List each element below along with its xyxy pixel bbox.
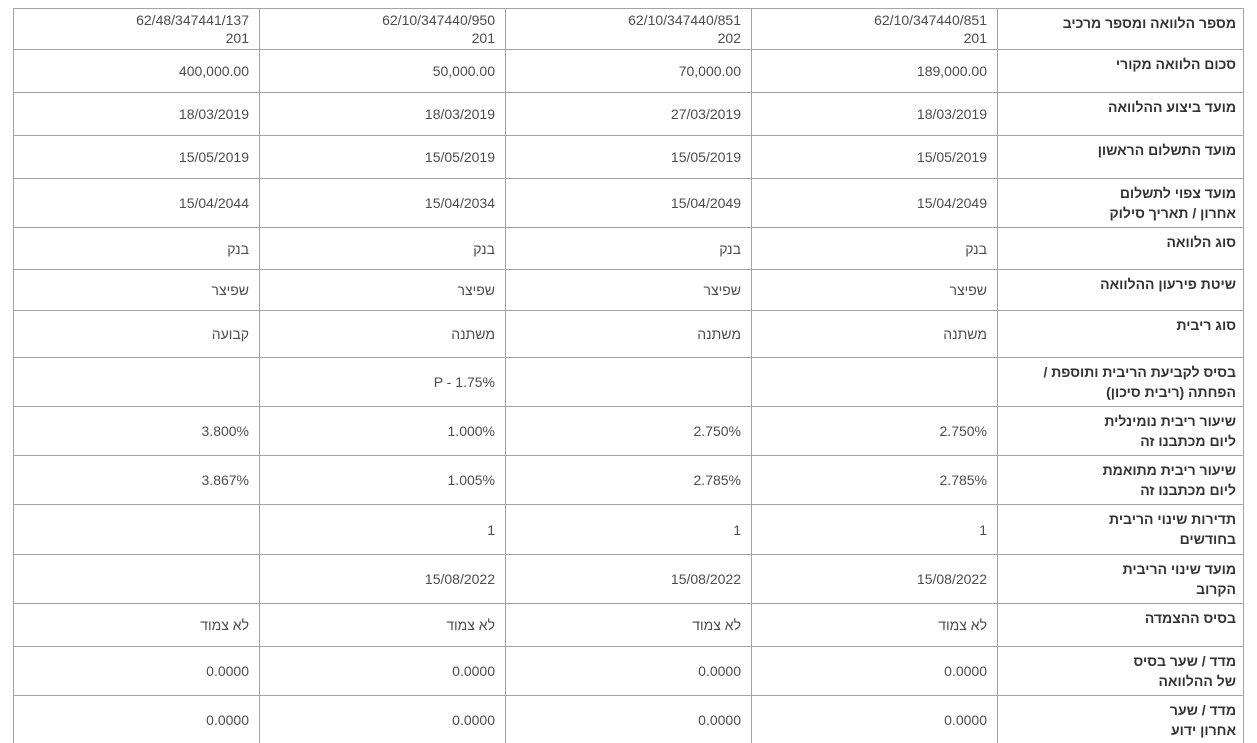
cell-interest-basis-and-margin — [751, 357, 998, 407]
cell-loan-and-component-number: 62/10/347440/950 201 — [259, 8, 506, 50]
cell-repayment-method: שפיצר — [751, 269, 998, 311]
cell-nominal-interest-rate: 1.000% — [259, 406, 506, 456]
cell-loan-type: בנק — [505, 227, 752, 270]
loan-details-table: מספר הלוואה ומספר מרכיב 62/10/347440/851… — [13, 8, 1244, 743]
cell-adjusted-interest-rate: 1.005% — [259, 455, 506, 505]
cell-interest-type: משתנה — [259, 310, 506, 358]
cell-interest-change-frequency-months: 1 — [259, 504, 506, 555]
cell-interest-basis-and-margin — [13, 357, 260, 407]
row-label-last-known-index-rate: מדד / שער אחרון ידוע — [997, 695, 1244, 743]
row-label-linkage-basis: בסיס ההצמדה — [997, 603, 1244, 647]
cell-repayment-method: שפיצר — [505, 269, 752, 311]
table-row: מועד צפוי לתשלום אחרון / תאריך סילוק 15/… — [13, 178, 1244, 228]
cell-last-known-index-rate: 0.0000 — [13, 695, 260, 743]
cell-linkage-basis: לא צמוד — [505, 603, 752, 647]
table-row: תדירות שינוי הריבית בחודשים 1 1 1 — [13, 504, 1244, 555]
cell-loan-execution-date: 27/03/2019 — [505, 92, 752, 136]
cell-linkage-basis: לא צמוד — [751, 603, 998, 647]
cell-loan-base-index-rate: 0.0000 — [505, 646, 752, 696]
row-label-interest-type: סוג ריבית — [997, 310, 1244, 358]
table-row: מדד / שער בסיס של ההלוואה 0.0000 0.0000 … — [13, 646, 1244, 696]
cell-loan-and-component-number: 62/10/347440/851 201 — [751, 8, 998, 50]
cell-next-interest-change-date: 15/08/2022 — [505, 554, 752, 604]
cell-linkage-basis: לא צמוד — [259, 603, 506, 647]
cell-expected-last-payment-date: 15/04/2044 — [13, 178, 260, 228]
cell-first-payment-date: 15/05/2019 — [505, 135, 752, 179]
cell-last-known-index-rate: 0.0000 — [505, 695, 752, 743]
cell-loan-base-index-rate: 0.0000 — [259, 646, 506, 696]
cell-repayment-method: שפיצר — [259, 269, 506, 311]
cell-interest-type: משתנה — [505, 310, 752, 358]
table-row: סוג ריבית משתנה משתנה משתנה קבועה — [13, 310, 1244, 358]
row-label-loan-and-component-number: מספר הלוואה ומספר מרכיב — [997, 8, 1244, 50]
cell-expected-last-payment-date: 15/04/2034 — [259, 178, 506, 228]
cell-loan-execution-date: 18/03/2019 — [13, 92, 260, 136]
cell-next-interest-change-date: 15/08/2022 — [751, 554, 998, 604]
cell-interest-type: קבועה — [13, 310, 260, 358]
row-label-nominal-interest-rate: שיעור ריבית נומינלית ליום מכתבנו זה — [997, 406, 1244, 456]
cell-interest-change-frequency-months: 1 — [751, 504, 998, 555]
table-row: סוג הלוואה בנק בנק בנק בנק — [13, 227, 1244, 270]
row-label-original-loan-amount: סכום הלוואה מקורי — [997, 49, 1244, 93]
table-row: בסיס לקביעת הריבית ותוספת / הפחתה (ריבית… — [13, 357, 1244, 407]
row-label-interest-change-frequency-months: תדירות שינוי הריבית בחודשים — [997, 504, 1244, 555]
cell-first-payment-date: 15/05/2019 — [259, 135, 506, 179]
cell-nominal-interest-rate: 2.750% — [751, 406, 998, 456]
table-row: מועד שינוי הריבית הקרוב 15/08/2022 15/08… — [13, 554, 1244, 604]
table-row: מספר הלוואה ומספר מרכיב 62/10/347440/851… — [13, 8, 1244, 50]
table-row: שיטת פירעון ההלוואה שפיצר שפיצר שפיצר שפ… — [13, 269, 1244, 311]
cell-nominal-interest-rate: 2.750% — [505, 406, 752, 456]
cell-next-interest-change-date: 15/08/2022 — [259, 554, 506, 604]
table-row: שיעור ריבית נומינלית ליום מכתבנו זה 2.75… — [13, 406, 1244, 456]
row-label-first-payment-date: מועד התשלום הראשון — [997, 135, 1244, 179]
cell-interest-type: משתנה — [751, 310, 998, 358]
table-row: שיעור ריבית מתואמת ליום מכתבנו זה 2.785%… — [13, 455, 1244, 505]
cell-adjusted-interest-rate: 2.785% — [505, 455, 752, 505]
cell-interest-basis-and-margin — [505, 357, 752, 407]
cell-repayment-method: שפיצר — [13, 269, 260, 311]
cell-linkage-basis: לא צמוד — [13, 603, 260, 647]
table-row: מועד ביצוע ההלוואה 18/03/2019 27/03/2019… — [13, 92, 1244, 136]
row-label-repayment-method: שיטת פירעון ההלוואה — [997, 269, 1244, 311]
table-row: סכום הלוואה מקורי 189,000.00 70,000.00 5… — [13, 49, 1244, 93]
row-label-next-interest-change-date: מועד שינוי הריבית הקרוב — [997, 554, 1244, 604]
cell-original-loan-amount: 50,000.00 — [259, 49, 506, 93]
cell-adjusted-interest-rate: 3.867% — [13, 455, 260, 505]
cell-loan-execution-date: 18/03/2019 — [259, 92, 506, 136]
cell-first-payment-date: 15/05/2019 — [751, 135, 998, 179]
row-label-loan-base-index-rate: מדד / שער בסיס של ההלוואה — [997, 646, 1244, 696]
row-label-interest-basis-and-margin: בסיס לקביעת הריבית ותוספת / הפחתה (ריבית… — [997, 357, 1244, 407]
row-label-adjusted-interest-rate: שיעור ריבית מתואמת ליום מכתבנו זה — [997, 455, 1244, 505]
cell-loan-base-index-rate: 0.0000 — [751, 646, 998, 696]
cell-last-known-index-rate: 0.0000 — [751, 695, 998, 743]
cell-loan-type: בנק — [13, 227, 260, 270]
cell-nominal-interest-rate: 3.800% — [13, 406, 260, 456]
cell-loan-base-index-rate: 0.0000 — [13, 646, 260, 696]
table-row: מועד התשלום הראשון 15/05/2019 15/05/2019… — [13, 135, 1244, 179]
row-label-loan-type: סוג הלוואה — [997, 227, 1244, 270]
cell-interest-basis-and-margin: P - 1.75% — [259, 357, 506, 407]
cell-original-loan-amount: 70,000.00 — [505, 49, 752, 93]
table-row: מדד / שער אחרון ידוע 0.0000 0.0000 0.000… — [13, 695, 1244, 743]
cell-loan-execution-date: 18/03/2019 — [751, 92, 998, 136]
row-label-expected-last-payment-date: מועד צפוי לתשלום אחרון / תאריך סילוק — [997, 178, 1244, 228]
cell-expected-last-payment-date: 15/04/2049 — [505, 178, 752, 228]
cell-loan-and-component-number: 62/10/347440/851 202 — [505, 8, 752, 50]
cell-first-payment-date: 15/05/2019 — [13, 135, 260, 179]
row-label-loan-execution-date: מועד ביצוע ההלוואה — [997, 92, 1244, 136]
cell-interest-change-frequency-months — [13, 504, 260, 555]
cell-adjusted-interest-rate: 2.785% — [751, 455, 998, 505]
cell-loan-type: בנק — [751, 227, 998, 270]
cell-interest-change-frequency-months: 1 — [505, 504, 752, 555]
cell-expected-last-payment-date: 15/04/2049 — [751, 178, 998, 228]
table-row: בסיס ההצמדה לא צמוד לא צמוד לא צמוד לא צ… — [13, 603, 1244, 647]
cell-next-interest-change-date — [13, 554, 260, 604]
cell-last-known-index-rate: 0.0000 — [259, 695, 506, 743]
cell-loan-and-component-number: 62/48/347441/137 201 — [13, 8, 260, 50]
cell-original-loan-amount: 189,000.00 — [751, 49, 998, 93]
cell-original-loan-amount: 400,000.00 — [13, 49, 260, 93]
cell-loan-type: בנק — [259, 227, 506, 270]
